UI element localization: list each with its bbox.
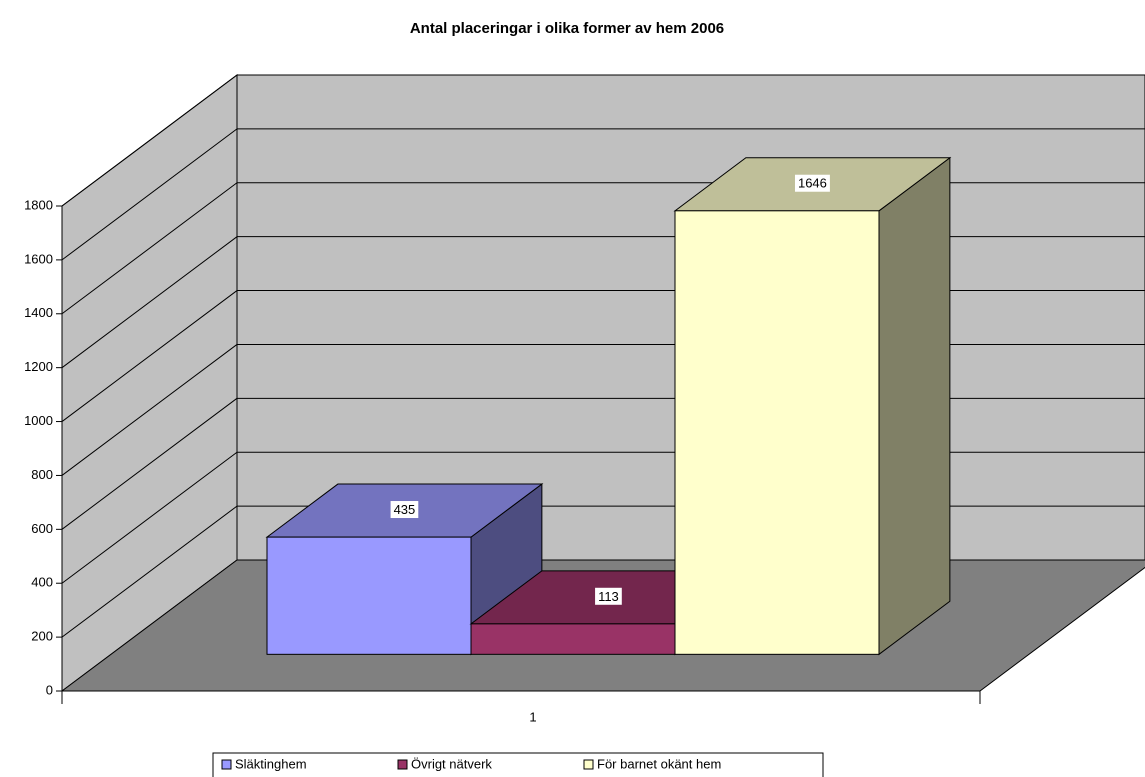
y-tick-label: 800 [31,467,53,482]
grid-line [61,397,238,530]
data-label-box [794,174,830,192]
grid-line [61,290,238,422]
bar-front [470,623,676,655]
legend-swatch [583,759,594,770]
bar-side [878,156,951,656]
y-tick-label: 0 [46,682,53,697]
grid-line [61,74,238,207]
y-tick-label: 1200 [24,359,53,374]
legend-label: Övrigt nätverk [411,756,492,771]
grid-line [61,128,238,261]
data-label: 435 [394,502,416,517]
data-label-box [595,587,622,605]
grid-line [61,505,238,638]
legend-label: Släktinghem [235,756,307,771]
chart-title: Antal placeringar i olika former av hem … [410,20,724,37]
bar-front [266,536,472,655]
y-tick-label: 1800 [24,197,53,212]
y-tick-label: 400 [31,575,53,590]
y-tick-label: 200 [31,629,53,644]
y-tick-label: 1000 [24,413,53,428]
data-label: 113 [598,589,619,604]
bar-front [674,210,880,655]
x-tick-label: 1 [529,709,536,724]
legend-swatch [397,759,408,770]
y-tick-label: 600 [31,521,53,536]
legend-box [212,752,824,777]
legend-swatch [221,759,232,770]
grid-line [61,451,238,584]
legend-label: För barnet okänt hem [597,756,721,771]
data-label: 1646 [798,176,827,191]
grid-line [61,344,238,476]
grid-line [61,182,238,315]
grid-line [61,236,238,369]
data-label-box [390,501,419,519]
y-tick-label: 1600 [24,251,53,266]
bar [673,156,952,656]
y-tick-label: 1400 [24,305,53,320]
